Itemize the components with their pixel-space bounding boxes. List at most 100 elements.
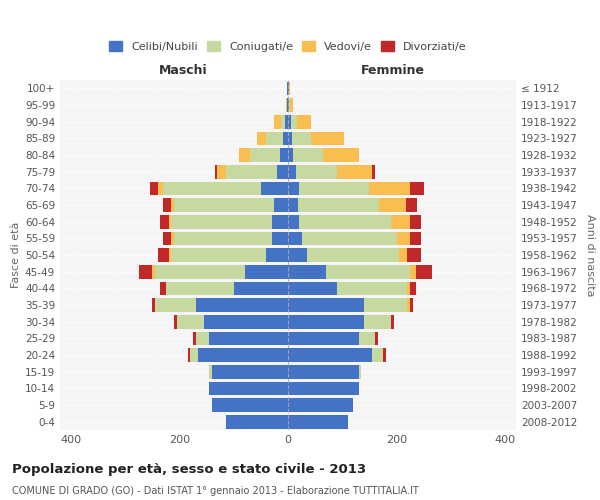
Bar [160, 282, 166, 295]
Bar [209, 382, 288, 395]
Bar [287, 98, 288, 112]
Bar [212, 365, 288, 378]
Bar [261, 182, 288, 195]
Bar [163, 232, 171, 245]
Bar [257, 132, 266, 145]
Bar [149, 182, 158, 195]
Bar [288, 348, 372, 362]
Text: Maschi: Maschi [159, 64, 208, 76]
Bar [406, 198, 417, 212]
Bar [169, 215, 171, 228]
Bar [193, 332, 196, 345]
Bar [407, 298, 410, 312]
Bar [337, 282, 407, 295]
Bar [226, 165, 277, 178]
Bar [372, 165, 375, 178]
Bar [163, 198, 171, 212]
Bar [288, 282, 337, 295]
Bar [155, 298, 196, 312]
Bar [407, 248, 421, 262]
Bar [177, 315, 204, 328]
Bar [290, 98, 293, 112]
Bar [292, 132, 311, 145]
Bar [272, 232, 288, 245]
Text: Popolazione per età, sesso e stato civile - 2013: Popolazione per età, sesso e stato civil… [12, 462, 366, 475]
Bar [288, 198, 298, 212]
Bar [286, 98, 287, 112]
Bar [274, 115, 281, 128]
Bar [288, 232, 302, 245]
Bar [359, 332, 375, 345]
Bar [280, 148, 288, 162]
Bar [391, 315, 394, 328]
Bar [209, 365, 212, 378]
Bar [212, 398, 288, 412]
Bar [375, 332, 377, 345]
Bar [370, 182, 410, 195]
Bar [171, 198, 174, 212]
Bar [337, 165, 372, 178]
Bar [160, 215, 169, 228]
Bar [169, 248, 171, 262]
Bar [158, 182, 163, 195]
Bar [407, 282, 410, 295]
Bar [288, 148, 293, 162]
Bar [326, 265, 410, 278]
Bar [399, 248, 407, 262]
Bar [311, 132, 344, 145]
Bar [277, 165, 288, 178]
Bar [287, 82, 288, 95]
Bar [171, 232, 174, 245]
Bar [174, 232, 272, 245]
Bar [397, 232, 410, 245]
Bar [155, 265, 245, 278]
Bar [293, 148, 323, 162]
Bar [288, 332, 359, 345]
Bar [299, 182, 370, 195]
Bar [152, 298, 155, 312]
Bar [291, 115, 297, 128]
Bar [234, 282, 288, 295]
Bar [250, 148, 280, 162]
Bar [410, 182, 424, 195]
Bar [285, 115, 288, 128]
Bar [245, 265, 288, 278]
Text: Femmine: Femmine [361, 64, 425, 76]
Bar [410, 298, 413, 312]
Bar [209, 332, 288, 345]
Bar [288, 215, 299, 228]
Bar [364, 298, 407, 312]
Bar [215, 165, 217, 178]
Bar [171, 248, 266, 262]
Bar [217, 165, 226, 178]
Bar [288, 182, 299, 195]
Bar [288, 415, 348, 428]
Bar [174, 315, 177, 328]
Bar [323, 148, 359, 162]
Bar [239, 148, 250, 162]
Bar [139, 265, 152, 278]
Bar [190, 348, 199, 362]
Bar [281, 115, 285, 128]
Bar [296, 165, 337, 178]
Bar [158, 248, 169, 262]
Bar [199, 348, 288, 362]
Bar [196, 332, 209, 345]
Bar [163, 182, 261, 195]
Bar [188, 348, 190, 362]
Y-axis label: Fasce di età: Fasce di età [11, 222, 21, 288]
Bar [288, 298, 364, 312]
Bar [379, 198, 406, 212]
Bar [288, 365, 359, 378]
Bar [171, 215, 272, 228]
Bar [289, 82, 290, 95]
Bar [266, 132, 283, 145]
Bar [196, 298, 288, 312]
Bar [266, 248, 288, 262]
Bar [298, 198, 379, 212]
Bar [302, 232, 397, 245]
Bar [174, 198, 274, 212]
Bar [307, 248, 399, 262]
Bar [288, 382, 359, 395]
Bar [166, 282, 234, 295]
